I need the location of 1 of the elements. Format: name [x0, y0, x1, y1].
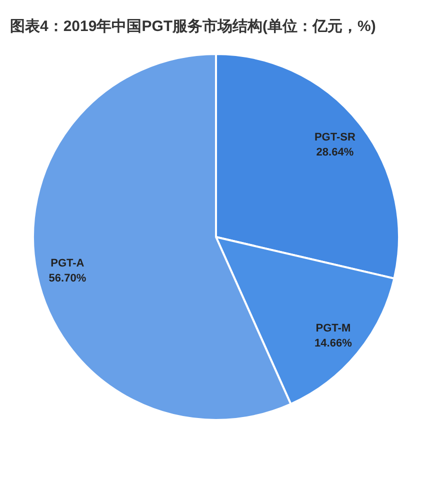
title: 图表4：2019年中国PGT服务市场结构(单位：亿元，%) — [10, 18, 376, 35]
